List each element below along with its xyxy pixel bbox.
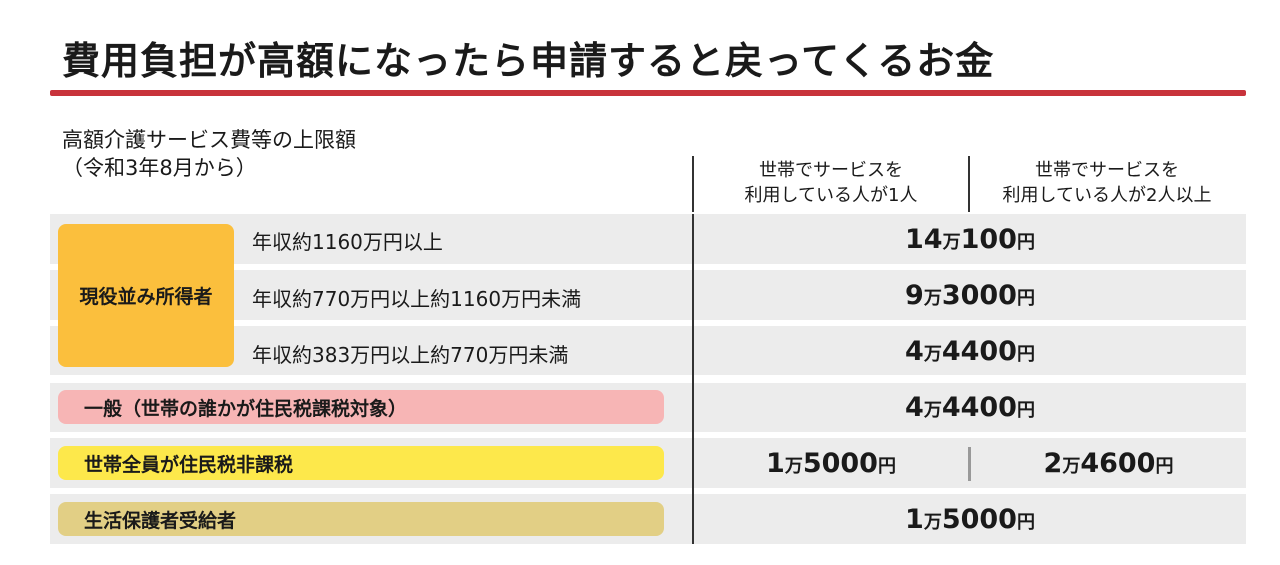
amount-tax-exempt-two-man: 2	[1043, 448, 1063, 479]
amount-tax-exempt-two: 2万4600円	[971, 448, 1246, 479]
row-band-working-age-1	[50, 214, 1246, 264]
header-divider-middle	[968, 156, 970, 212]
amount-general-rest: 4400	[941, 392, 1017, 423]
amount-welfare: 1万5000円	[694, 504, 1246, 535]
amount-general-unit-yen: 円	[1016, 400, 1035, 421]
column-header-one-person: 世帯でサービスを 利用している人が1人	[696, 158, 966, 208]
income-tier-2: 年収約770万円以上約1160万円未満	[252, 287, 582, 311]
amount-tier-2-unit-yen: 円	[1016, 288, 1035, 309]
income-tier-1: 年収約1160万円以上	[252, 230, 443, 254]
amount-tier-2-unit-man: 万	[923, 288, 942, 309]
amount-tier-2-man: 9	[905, 280, 924, 311]
amount-tier-2: 9万3000円	[694, 280, 1246, 311]
amount-tax-exempt-one-unit-yen: 円	[877, 456, 896, 477]
page-title: 費用負担が高額になったら申請すると戻ってくるお金	[62, 39, 995, 83]
amount-tier-1: 14万100円	[694, 224, 1246, 255]
column-separator	[692, 214, 694, 544]
amount-tax-exempt-one-unit-man: 万	[784, 456, 803, 477]
table-caption-line1: 高額介護サービス費等の上限額	[62, 128, 356, 152]
column-header-two-or-more: 世帯でサービスを 利用している人が2人以上	[972, 158, 1242, 208]
table-caption-line2: （令和3年8月から）	[62, 156, 257, 180]
amount-welfare-unit-man: 万	[923, 512, 942, 533]
amount-tier-1-rest: 100	[960, 224, 1017, 255]
row-band-working-age-3	[50, 326, 1246, 375]
amount-tier-3-unit-yen: 円	[1016, 344, 1035, 365]
amount-general: 4万4400円	[694, 392, 1246, 423]
amount-welfare-rest: 5000	[941, 504, 1017, 535]
working-age-label: 現役並み所得者	[58, 224, 234, 367]
header-divider-left	[692, 156, 694, 212]
amount-tier-3-rest: 4400	[941, 336, 1017, 367]
amount-general-man: 4	[905, 392, 924, 423]
amount-general-unit-man: 万	[923, 400, 942, 421]
amount-tier-3-unit-man: 万	[923, 344, 942, 365]
column-header-two-or-more-line2: 利用している人が2人以上	[1002, 185, 1212, 206]
amount-welfare-man: 1	[905, 504, 924, 535]
column-header-one-person-line1: 世帯でサービスを	[759, 160, 903, 181]
amount-tier-1-unit-yen: 円	[1016, 232, 1035, 253]
amount-tax-exempt-one-rest: 5000	[802, 448, 878, 479]
amount-tier-1-unit-man: 万	[942, 232, 961, 253]
amount-tax-exempt-two-unit-man: 万	[1062, 456, 1081, 477]
table-caption: 高額介護サービス費等の上限額 （令和3年8月から）	[62, 126, 356, 182]
amount-tier-2-rest: 3000	[941, 280, 1017, 311]
row-band-working-age-2	[50, 270, 1246, 320]
amount-tax-exempt-one-man: 1	[766, 448, 785, 479]
welfare-label: 生活保護者受給者	[58, 502, 664, 536]
amount-tier-3-man: 4	[905, 336, 924, 367]
title-underline	[50, 90, 1246, 96]
column-header-two-or-more-line1: 世帯でサービスを	[1035, 160, 1179, 181]
tax-exempt-divider	[968, 447, 971, 481]
amount-welfare-unit-yen: 円	[1016, 512, 1035, 533]
amount-tax-exempt-two-rest: 4600	[1080, 448, 1156, 479]
general-label: 一般（世帯の誰かが住民税課税対象）	[58, 390, 664, 424]
amount-tier-1-man: 14	[905, 224, 943, 255]
column-header-one-person-line2: 利用している人が1人	[744, 185, 918, 206]
amount-tax-exempt-two-unit-yen: 円	[1155, 456, 1174, 477]
tax-exempt-label: 世帯全員が住民税非課税	[58, 446, 664, 480]
amount-tier-3: 4万4400円	[694, 336, 1246, 367]
income-tier-3: 年収約383万円以上約770万円未満	[252, 343, 569, 367]
amount-tax-exempt-one: 1万5000円	[694, 448, 968, 479]
